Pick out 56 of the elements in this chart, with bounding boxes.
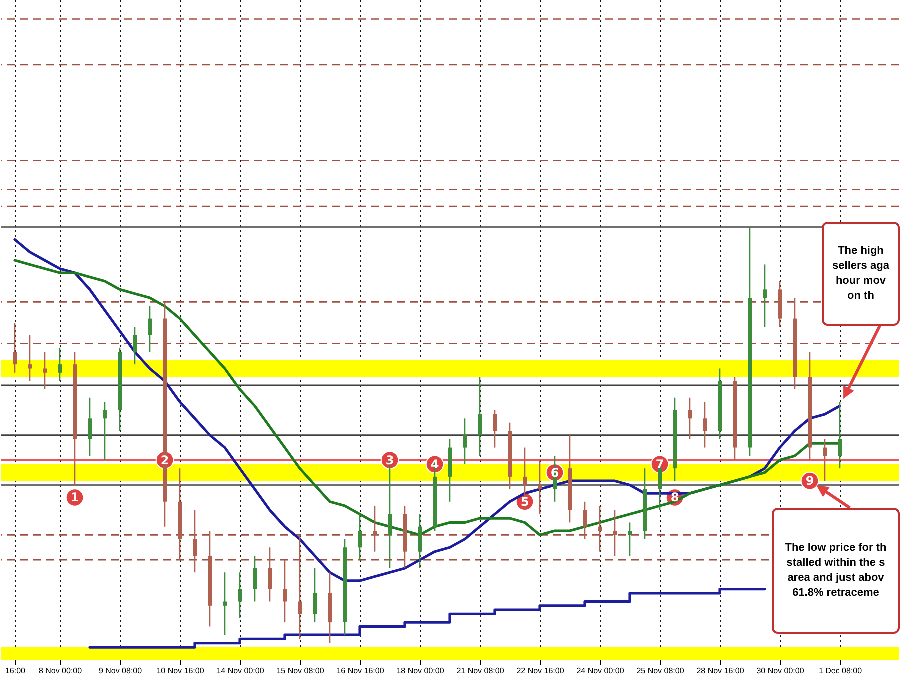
candlestick — [478, 376, 482, 457]
candlestick — [43, 351, 47, 390]
candlestick — [463, 418, 467, 466]
x-tick-label: 16 Nov 16:00 — [336, 666, 385, 675]
candlestick — [238, 572, 242, 620]
callout-box: The low price for th stalled within the s area and just abov 61.8% retraceme — [772, 508, 900, 634]
candlestick — [283, 559, 287, 624]
candlestick — [763, 264, 767, 328]
candlestick — [313, 568, 317, 624]
annotation: 3 — [386, 453, 394, 468]
candlestick — [358, 514, 362, 561]
x-tick-label: 15 Nov 08:00 — [276, 666, 325, 675]
candlestick — [688, 397, 692, 440]
x-tick-label: 1 Dec 08:00 — [818, 666, 863, 675]
candlestick — [88, 397, 92, 457]
candlestick — [613, 510, 617, 557]
x-tick-label: 10 Nov 16:00 — [156, 666, 205, 675]
annotation: 2 — [160, 453, 170, 468]
candlestick — [133, 326, 137, 366]
x-tick-label: 24 Nov 00:00 — [576, 666, 625, 675]
x-tick-label: 14 Nov 00:00 — [216, 666, 265, 675]
candlestick — [148, 306, 152, 353]
callout-box: The high sellers aga hour mov on th — [822, 222, 900, 326]
candlestick — [193, 510, 197, 574]
candlestick — [838, 401, 842, 470]
x-tick-label: 25 Nov 08:00 — [636, 666, 685, 675]
x-tick-label: 28 Nov 16:00 — [696, 666, 745, 675]
candlestick — [268, 547, 272, 602]
candlestick — [103, 401, 107, 461]
x-tick-label: 9 Nov 08:00 — [98, 666, 143, 675]
candlestick — [703, 401, 707, 448]
x-tick-label: 21 Nov 08:00 — [456, 666, 505, 675]
candlestick — [823, 438, 827, 482]
annotation: 5 — [520, 494, 530, 509]
candlestick — [373, 505, 377, 552]
candlestick — [28, 334, 32, 382]
annotation: 8 — [670, 490, 680, 505]
annotation: 7 — [656, 457, 664, 472]
candlestick — [523, 447, 527, 511]
candlestick — [598, 505, 602, 552]
annotation: 1 — [70, 490, 80, 505]
candlestick — [13, 322, 17, 374]
x-tick-label: 30 Nov 00:00 — [756, 666, 805, 675]
x-tick-label: 8 Nov 00:00 — [38, 666, 83, 675]
candlestick — [493, 410, 497, 448]
candlestick — [628, 522, 632, 557]
x-tick-label: 22 Nov 16:00 — [516, 666, 565, 675]
annotation: 9 — [806, 474, 814, 488]
x-tick-label: 16:00 — [5, 666, 26, 675]
candlestick — [538, 460, 542, 516]
candlestick — [253, 555, 257, 602]
candlestick — [223, 572, 227, 636]
candlestick — [58, 347, 62, 382]
x-tick-label: 18 Nov 00:00 — [396, 666, 445, 675]
candlestick — [298, 534, 302, 640]
candlestick — [583, 501, 587, 540]
